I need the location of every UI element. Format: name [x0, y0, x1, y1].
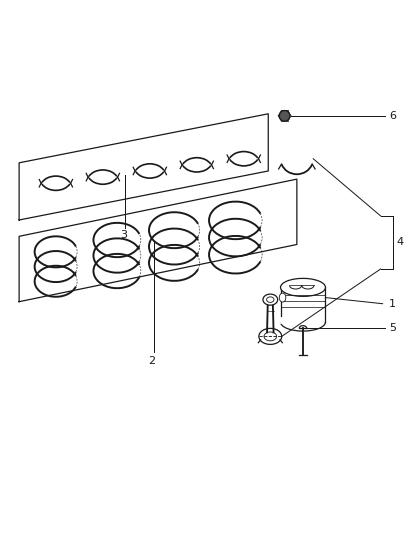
- Polygon shape: [19, 114, 268, 220]
- Text: 5: 5: [388, 323, 395, 333]
- Text: 1: 1: [388, 299, 395, 309]
- Ellipse shape: [262, 294, 277, 305]
- Text: 3: 3: [119, 230, 126, 240]
- Text: 2: 2: [148, 356, 155, 366]
- Text: 6: 6: [388, 111, 395, 121]
- Text: 4: 4: [396, 237, 403, 247]
- Ellipse shape: [258, 328, 281, 344]
- Polygon shape: [19, 179, 296, 302]
- Ellipse shape: [279, 293, 285, 302]
- FancyBboxPatch shape: [280, 287, 325, 322]
- Ellipse shape: [279, 110, 289, 121]
- Ellipse shape: [280, 278, 325, 296]
